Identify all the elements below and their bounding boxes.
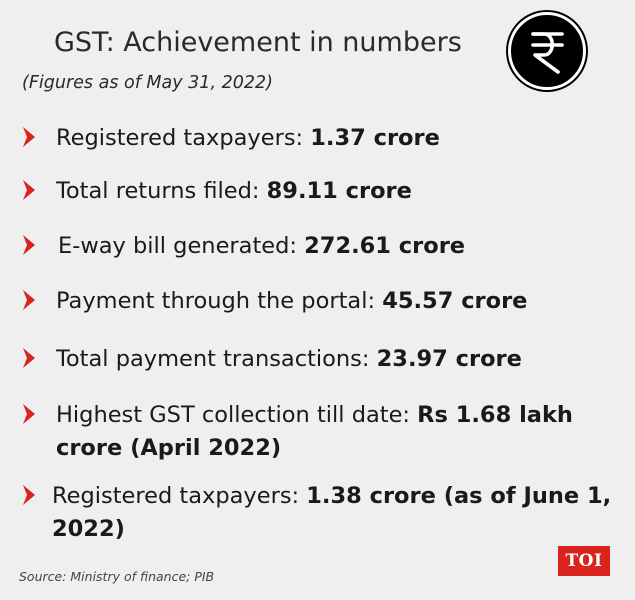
bullet-arrow-icon: [23, 485, 35, 505]
item-label: Highest GST collection till date:: [56, 402, 418, 428]
toi-logo: TOI: [558, 546, 610, 576]
bullet-arrow-icon: [23, 404, 35, 424]
item-value: 272.61 crore: [304, 233, 466, 259]
item-value: 23.97 crore: [376, 346, 522, 372]
bullet-arrow-icon: [23, 180, 35, 200]
item-value: 1.37 crore: [310, 125, 440, 151]
bullet-arrow-icon: [23, 290, 35, 310]
bullet-arrow-icon: [23, 127, 35, 147]
rupee-icon: [508, 12, 586, 90]
source-note: Source: Ministry of finance; PIB: [19, 569, 215, 584]
item-value: 89.11 crore: [266, 178, 412, 204]
page-title: GST: Achievement in numbers: [54, 27, 462, 58]
item-label: Total payment transactions:: [56, 346, 377, 372]
bullet-arrow-icon: [23, 235, 35, 255]
item-value: 1.38 crore (as of June 1, 2022): [52, 483, 612, 542]
bullet-arrow-icon: [23, 348, 35, 368]
item-label: E-way bill generated:: [58, 233, 305, 259]
page-subtitle: (Figures as of May 31, 2022): [22, 73, 273, 93]
item-value: 45.57 crore: [382, 288, 528, 314]
item-value: Rs 1.68 lakh crore (April 2022): [56, 402, 573, 461]
item-label: Total returns filed:: [56, 178, 267, 204]
item-label: Registered taxpayers:: [56, 125, 311, 151]
item-label: Registered taxpayers:: [52, 483, 307, 509]
item-label: Payment through the portal:: [56, 288, 383, 314]
